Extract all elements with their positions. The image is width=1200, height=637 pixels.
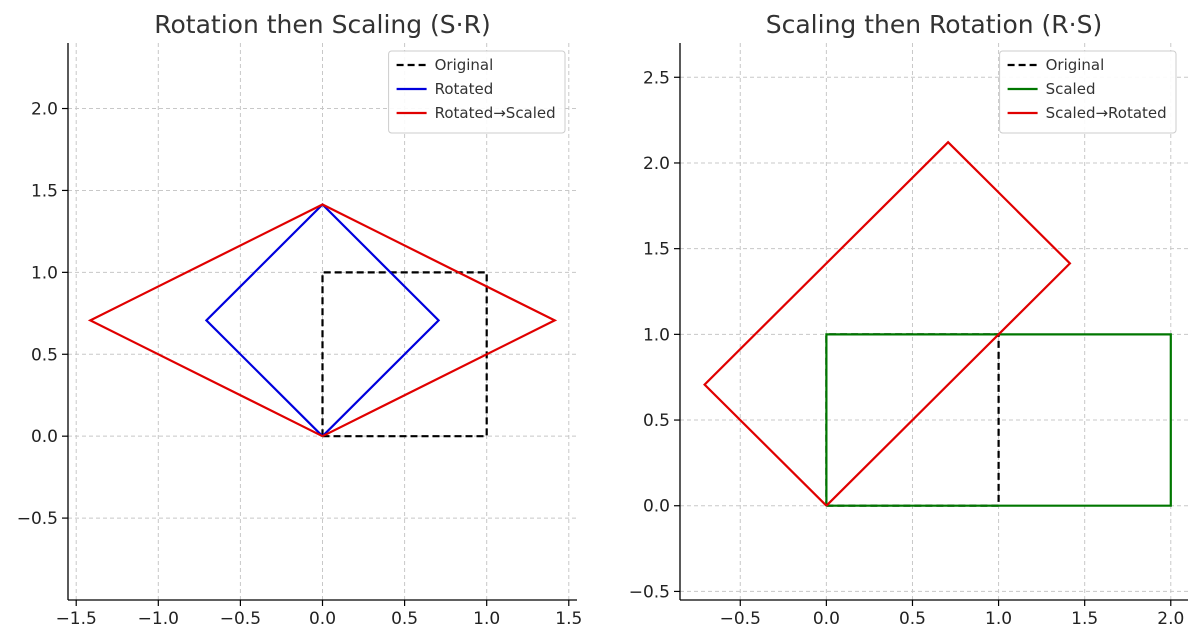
legend-label: Rotated: [435, 80, 494, 98]
x-tick-label: 0.5: [899, 609, 926, 629]
y-tick-label: 2.5: [643, 68, 670, 88]
legend: Original Rotated Rotated→Scaled: [388, 50, 566, 134]
y-tick-label: 2.0: [643, 154, 670, 174]
series-line-scaled: [825, 333, 1172, 507]
legend-label: Original: [435, 56, 494, 74]
y-tick-label: −0.5: [17, 509, 58, 529]
chart-panel-1: −1.5 −1.0 −0.5 0.0 0.5 1.0 1.5 −0.5 0.0 0.5 1.0 1.5…: [17, 10, 583, 629]
y-tick-label: 0.5: [31, 345, 58, 365]
y-tick-label: 1.5: [643, 240, 670, 260]
legend-label: Scaled→Rotated: [1046, 104, 1167, 122]
y-tick-label: 2.0: [31, 100, 58, 120]
series-line-rotated-scaled: [87, 203, 558, 438]
x-tick-label: 1.0: [473, 609, 500, 629]
chart-title: Rotation then Scaling (S·R): [154, 10, 491, 39]
x-tick-label: 1.0: [985, 609, 1012, 629]
y-tick-label: 0.0: [31, 427, 58, 447]
chart-title: Scaling then Rotation (R·S): [766, 10, 1103, 39]
legend: Original Scaled Scaled→Rotated: [999, 50, 1177, 134]
y-tick-label: 1.0: [31, 263, 58, 283]
x-tick-label: 0.0: [813, 609, 840, 629]
legend-label: Original: [1046, 56, 1105, 74]
legend-frame: [999, 50, 1177, 134]
legend-label: Scaled: [1046, 80, 1096, 98]
chart-panel-2: −0.5 0.0 0.5 1.0 1.5 2.0 −0.5 0.0 0.5 1.0 1.5 2.0 2.…: [629, 10, 1188, 629]
x-tick-label: 2.0: [1157, 609, 1184, 629]
x-tick-label: 0.5: [391, 609, 418, 629]
y-tick-label: 0.0: [643, 497, 670, 517]
y-tick-label: 1.5: [31, 181, 58, 201]
x-tick-label: −0.5: [720, 609, 761, 629]
x-tick-label: −1.0: [138, 609, 179, 629]
x-tick-label: 1.5: [1071, 609, 1098, 629]
y-tick-label: 1.0: [643, 325, 670, 345]
legend-frame: [388, 50, 566, 134]
legend-label: Rotated→Scaled: [435, 104, 556, 122]
series-line-scaled-rotated: [703, 140, 1072, 507]
x-tick-label: 0.0: [309, 609, 336, 629]
x-tick-label: 1.5: [555, 609, 582, 629]
y-tick-label: 0.5: [643, 411, 670, 431]
y-tick-label: −0.5: [629, 582, 670, 602]
x-tick-label: −0.5: [220, 609, 261, 629]
x-tick-label: −1.5: [56, 609, 97, 629]
